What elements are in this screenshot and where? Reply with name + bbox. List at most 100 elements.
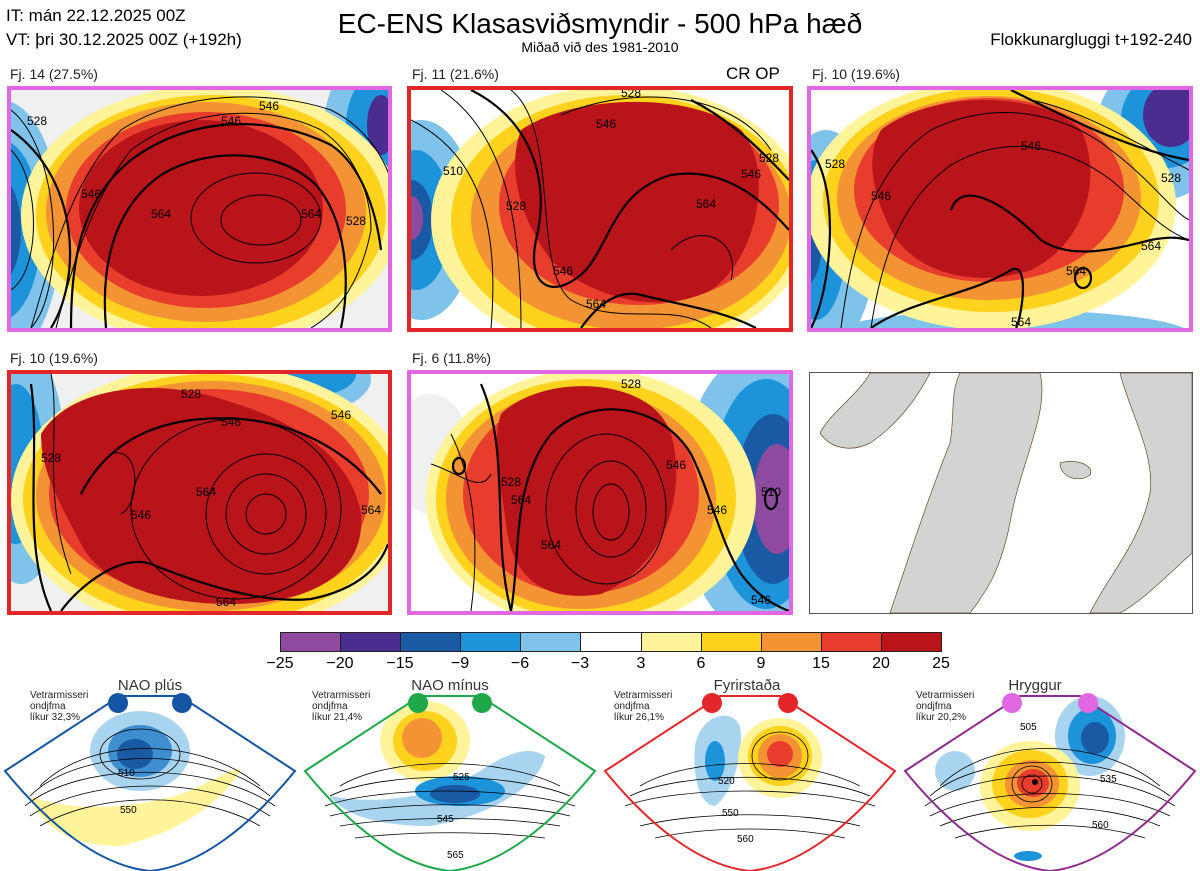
init-time: IT: mán 22.12.2025 00Z — [6, 6, 186, 25]
cluster-map-5: 528 564 546 564 546 510 546 528 — [407, 370, 793, 615]
colorbar-tick: −20 — [326, 655, 354, 672]
p5-contour-label: 510 — [761, 485, 781, 499]
p4-contour-label: 546 — [221, 415, 241, 429]
colorbar-tick: 9 — [756, 655, 766, 672]
p5-contour-label: 528 — [621, 377, 641, 391]
p2-contour-label: 546 — [596, 117, 616, 131]
p5-contour-label: 564 — [511, 493, 531, 507]
page-title: EC-ENS Klasasviðsmyndir - 500 hPa hæð — [337, 8, 863, 39]
cluster-map-4: 528 546 564 546 564 564 528 546 — [7, 370, 392, 615]
regime-info-nao-minus: Vetrarmisseri ondjfma líkur 21,4% — [312, 690, 370, 723]
p2-contour-label: 510 — [443, 164, 463, 178]
colorbar-tick: −9 — [450, 655, 470, 672]
cluster-map-2-svg: 546 528 564 546 546 564 510 528 528 — [411, 90, 789, 328]
colorbar-swatch — [641, 633, 702, 651]
cluster-map-1: 546 546 564 564 528 528 546 — [7, 86, 392, 332]
panel-label-2: Fj. 11 (21.6%) — [412, 66, 499, 82]
colorbar-tick: 3 — [636, 655, 646, 672]
regime-info-ridge: Vetrarmisseri ondjfma líkur 20,2% — [916, 690, 974, 723]
cluster-map-1-svg: 546 546 564 564 528 528 546 — [11, 90, 388, 328]
p5-contour-label: 546 — [707, 503, 727, 517]
colorbar-tick: 15 — [812, 655, 830, 672]
p1-contour-label: 564 — [301, 207, 321, 221]
colorbar-tick: −6 — [510, 655, 530, 672]
regime-nao-minus: 525 545 565 — [303, 693, 597, 871]
regime-info-line: líkur 20,2% — [916, 712, 967, 723]
regime-contour-label: 505 — [1020, 722, 1037, 733]
p2-contour-label: 528 — [506, 199, 526, 213]
regime-contour-label: 565 — [447, 850, 464, 861]
regime-blocking: 520 550 560 — [603, 693, 897, 871]
regime-info-line: Vetrarmisseri — [30, 690, 89, 701]
p3-contour-label: 528 — [1161, 171, 1181, 185]
p1-contour-label: 546 — [221, 114, 241, 128]
colorbar-swatch — [401, 633, 462, 651]
regime-contour-label: 520 — [718, 776, 735, 787]
p3-contour-label: 564 — [1011, 315, 1031, 328]
colorbar-swatch — [881, 633, 942, 651]
colorbar-swatch — [701, 633, 762, 651]
regime-info-blocking: Vetrarmisseri ondjfma líkur 26,1% — [614, 690, 672, 723]
cluster-map-3-svg: 546 528 564 546 564 528 564 — [811, 90, 1189, 328]
p2-contour-label: 546 — [741, 167, 761, 181]
panel-tag-cr-op: CR OP — [726, 64, 780, 83]
panel-label-5: Fj. 6 (11.8%) — [412, 350, 492, 366]
p4-contour-label: 564 — [216, 595, 236, 609]
regime-info-line: líkur 26,1% — [614, 712, 665, 723]
regime-contour-label: 550 — [722, 808, 739, 819]
cluster-map-3: 546 528 564 546 564 528 564 — [807, 86, 1193, 332]
regime-title-nao-plus: NAO plús — [117, 677, 183, 694]
classification-window: Flokkunargluggi t+192-240 — [990, 30, 1192, 49]
page-subtitle: Miðað við des 1981-2010 — [521, 39, 679, 55]
p2-contour-label: 528 — [621, 90, 641, 100]
regime-info-line: líkur 21,4% — [312, 712, 363, 723]
colorbar-swatch — [341, 633, 402, 651]
colorbar-swatch — [581, 633, 642, 651]
regime-contour-label: 535 — [1100, 774, 1117, 785]
colorbar-tick: 25 — [932, 655, 950, 672]
p4-contour-label: 564 — [361, 503, 381, 517]
p2-contour-label: 564 — [586, 297, 606, 311]
p1-contour-label: 528 — [27, 114, 47, 128]
colorbar-tick: −15 — [386, 655, 414, 672]
regime-nao-plus: 510 550 — [3, 693, 297, 871]
panel-label-3: Fj. 10 (19.6%) — [812, 66, 900, 82]
colorbar-tick: −25 — [266, 655, 294, 672]
p3-contour-label: 564 — [1141, 239, 1161, 253]
regime-info-line: ondjfma — [614, 701, 650, 712]
colorbar-tick: 20 — [872, 655, 890, 672]
regime-contour-label: 545 — [437, 814, 454, 825]
regime-contour-label: 560 — [737, 834, 754, 845]
valid-time: VT: þri 30.12.2025 00Z (+192h) — [6, 30, 242, 49]
header-dates: IT: mán 22.12.2025 00Z VT: þri 30.12.202… — [6, 4, 242, 52]
regime-info-line: ondjfma — [916, 701, 952, 712]
regime-ridge: 505 535 560 — [903, 693, 1197, 871]
reference-map — [809, 372, 1193, 614]
regime-contour-label: 525 — [453, 772, 470, 783]
p5-contour-label: 564 — [541, 538, 561, 552]
colorbar-tick: 6 — [696, 655, 706, 672]
colorbar-tick: −3 — [570, 655, 590, 672]
regime-title-nao-minus: NAO mínus — [411, 677, 489, 694]
p2-contour-label: 546 — [553, 264, 573, 278]
regime-info-line: Vetrarmisseri — [614, 690, 673, 701]
p1-contour-label: 546 — [81, 187, 101, 201]
cluster-map-4-svg: 528 546 564 546 564 564 528 546 — [11, 374, 388, 611]
regime-info-nao-plus: Vetrarmisseri ondjfma líkur 32,3% — [30, 690, 88, 723]
p4-contour-label: 546 — [131, 508, 151, 522]
regime-title-ridge: Hryggur — [1008, 677, 1062, 694]
p4-contour-label: 528 — [181, 387, 201, 401]
cluster-map-5-svg: 528 564 546 564 546 510 546 528 — [411, 374, 789, 611]
colorbar-swatch — [461, 633, 522, 651]
regime-title-blocking: Fyrirstaða — [713, 677, 781, 694]
regime-info-line: Vetrarmisseri — [312, 690, 371, 701]
colorbar-swatch — [281, 633, 342, 651]
p2-contour-label: 528 — [759, 151, 779, 165]
p5-contour-label: 546 — [666, 458, 686, 472]
p5-contour-label: 546 — [751, 593, 771, 607]
regime-info-line: ondjfma — [312, 701, 348, 712]
regime-contour-label: 550 — [120, 805, 137, 816]
panel-label-4: Fj. 10 (19.6%) — [10, 350, 98, 366]
regime-contour-label: 560 — [1092, 820, 1109, 831]
p3-contour-label: 564 — [1066, 264, 1086, 278]
